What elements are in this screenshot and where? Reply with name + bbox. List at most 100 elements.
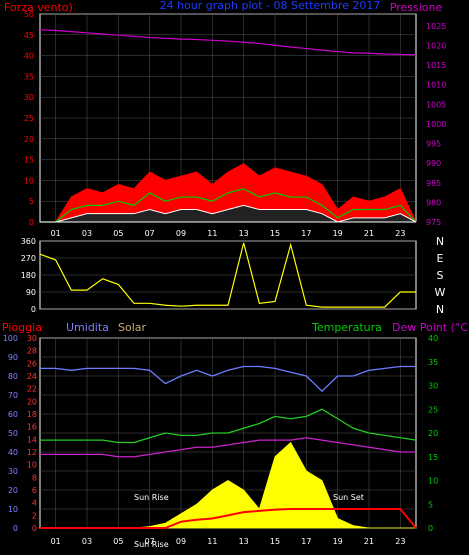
wind-panel: 0510152025303540455097598098599099510001… [24,10,447,238]
wind-tick-label: 0 [29,218,34,227]
temp-tick-label: 10 [428,477,438,486]
pressure-tick-label: 985 [426,179,441,188]
compass-label: W [435,286,446,299]
legend-rain: Pioggia [2,321,42,334]
wind-tick-label: 20 [24,135,34,144]
wind-tick-label: 15 [24,156,34,165]
humidity-tick-label: 30 [8,467,18,476]
wind-tick-label: 30 [24,93,34,102]
rain-tick-label: 20 [27,397,37,406]
temp-x-tick-label: 13 [239,537,249,546]
compass-label: N [436,303,444,316]
pressure-tick-label: 1010 [426,81,446,90]
humidity-tick-label: 0 [13,524,18,533]
temp-tick-label: 40 [428,334,438,343]
compass-label: E [437,252,444,265]
direction-tick-label: 90 [26,288,36,297]
temp-tick-label: 5 [428,500,433,509]
compass-label: S [437,269,444,282]
wind-x-tick-label: 07 [145,229,155,238]
humidity-tick-label: 40 [8,448,18,457]
humidity-tick-label: 80 [8,372,18,381]
wind-tick-label: 25 [24,114,34,123]
temp-x-tick-label: 09 [176,537,186,546]
humidity-tick-label: 50 [8,429,18,438]
chart-title: 24 hour graph plot - 08 Settembre 2017 [160,0,381,12]
series-min-area [40,204,417,223]
humidity-tick-label: 100 [3,334,18,343]
rain-tick-label: 10 [27,461,37,470]
legend-humidity: Umidita [66,321,109,334]
series-direction-line [39,242,416,308]
direction-tick-label: 0 [31,305,36,314]
rain-tick-label: 6 [32,486,37,495]
temp-tick-label: 30 [428,382,438,391]
humidity-tick-label: 10 [8,505,18,514]
legend-temperature: Temperatura [311,321,382,334]
pressure-axis-title: Pressione [390,1,443,14]
humidity-tick-label: 60 [8,410,18,419]
wind-x-tick-label: 05 [113,229,123,238]
rain-tick-label: 4 [32,499,37,508]
temp-tick-label: 25 [428,405,438,414]
compass-label: N [436,235,444,248]
rain-tick-label: 30 [27,334,37,343]
temp-tick-label: 15 [428,453,438,462]
temp-x-tick-label: 01 [51,537,61,546]
pressure-tick-label: 1005 [426,100,446,109]
rain-tick-label: 28 [27,347,37,356]
series-pressione-line [39,29,417,56]
rain-tick-label: 18 [27,410,37,419]
wind-tick-label: 45 [24,31,34,40]
rain-tick-label: 22 [27,385,37,394]
pressure-tick-label: 990 [426,159,441,168]
wind-axis-title: Forza vento) [4,1,73,14]
temp-x-tick-label: 11 [207,537,217,546]
wind-x-tick-label: 13 [239,229,249,238]
rain-tick-label: 12 [27,448,37,457]
series-umidita-line [40,365,416,393]
temp-x-tick-label: 07 [145,537,155,546]
temp-x-tick-label: 17 [301,537,311,546]
wind-x-tick-label: 09 [176,229,186,238]
temp-x-tick-label: 21 [364,537,374,546]
wind-x-tick-label: 15 [270,229,280,238]
series-dew-point-c--line [40,437,416,458]
wind-x-tick-label: 19 [333,229,343,238]
pressure-tick-label: 1015 [426,61,446,70]
wind-x-tick-label: 11 [207,229,217,238]
temp-tick-label: 0 [428,524,433,533]
pressure-tick-label: 1000 [426,120,446,129]
pressure-tick-label: 980 [426,198,441,207]
rain-tick-label: 0 [32,524,37,533]
wind-x-tick-label: 23 [395,229,405,238]
wind-x-tick-label: 01 [51,229,61,238]
wind-x-tick-label: 17 [301,229,311,238]
wind-x-tick-label: 03 [82,229,92,238]
temp-x-tick-label: 05 [113,537,123,546]
humidity-tick-label: 70 [8,391,18,400]
rain-tick-label: 16 [27,423,37,432]
humidity-tick-label: 90 [8,353,18,362]
wind-tick-label: 35 [24,72,34,81]
temp-x-tick-label: 19 [333,537,343,546]
series-pioggia-line [40,508,417,529]
series-avg-line [40,188,417,223]
pressure-tick-label: 1025 [426,22,446,31]
pressure-tick-label: 975 [426,218,441,227]
wind-x-tick-label: 21 [364,229,374,238]
direction-tick-label: 270 [21,254,36,263]
pressure-tick-label: 995 [426,140,441,149]
rain-tick-label: 14 [27,435,37,444]
temp-x-tick-label: 15 [270,537,280,546]
temp-tick-label: 20 [428,429,438,438]
rain-tick-label: 24 [27,372,37,381]
rain-tick-label: 8 [32,473,37,482]
rain-tick-label: 26 [27,359,37,368]
direction-tick-label: 180 [21,271,36,280]
temp-tick-label: 35 [428,358,438,367]
annotation-sunset: Sun Set [333,493,364,502]
pressure-tick-label: 1020 [426,41,446,50]
wind-tick-label: 10 [24,176,34,185]
